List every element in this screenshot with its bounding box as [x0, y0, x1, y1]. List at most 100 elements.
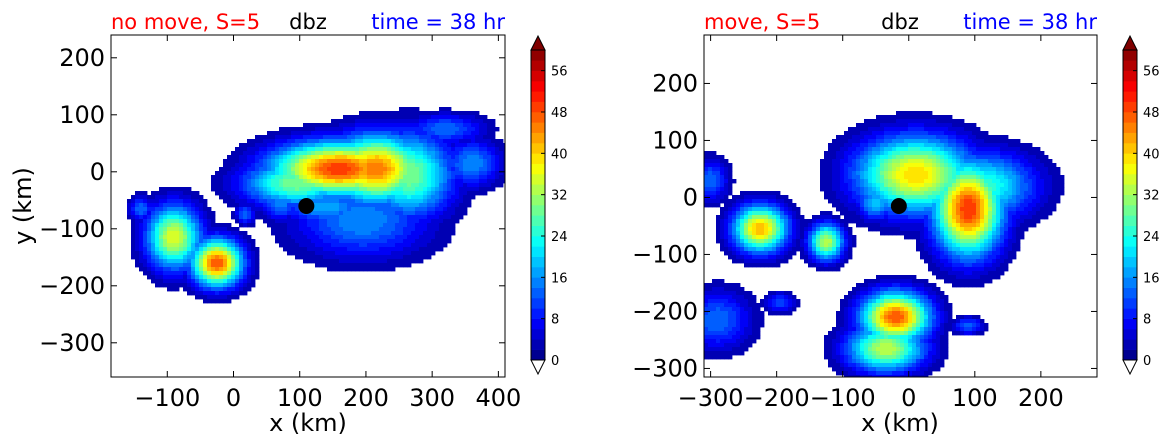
field-cell	[964, 127, 969, 132]
field-cell	[267, 131, 272, 136]
field-cell	[195, 227, 200, 232]
field-cell	[299, 235, 304, 240]
field-cell	[459, 163, 464, 168]
field-cell	[900, 179, 905, 184]
field-cell	[928, 239, 933, 244]
field-cell	[427, 183, 432, 188]
field-cell	[191, 263, 196, 268]
field-cell	[127, 199, 132, 204]
field-cell	[976, 195, 981, 200]
field-cell	[896, 131, 901, 136]
field-cell	[455, 115, 460, 120]
field-cell	[419, 195, 424, 200]
field-cell	[471, 115, 476, 120]
field-cell	[447, 127, 452, 132]
field-cell	[916, 215, 921, 220]
field-cell	[1028, 191, 1033, 196]
field-cell	[191, 195, 196, 200]
field-cell	[804, 239, 809, 244]
field-cell	[439, 127, 444, 132]
field-cell	[860, 179, 865, 184]
field-cell	[319, 143, 324, 148]
field-cell	[351, 239, 356, 244]
field-cell	[828, 175, 833, 180]
field-cell	[936, 127, 941, 132]
field-cell	[411, 231, 416, 236]
field-cell	[868, 183, 873, 188]
field-cell	[1000, 239, 1005, 244]
field-cell	[399, 227, 404, 232]
field-cell	[307, 171, 312, 176]
field-cell	[151, 223, 156, 228]
field-cell	[391, 183, 396, 188]
field-cell	[1008, 239, 1013, 244]
field-cell	[399, 191, 404, 196]
field-cell	[708, 203, 713, 208]
field-cell	[964, 171, 969, 176]
field-cell	[291, 207, 296, 212]
field-cell	[403, 159, 408, 164]
field-cell	[183, 247, 188, 252]
field-cell	[932, 179, 937, 184]
field-cell	[784, 231, 789, 236]
field-cell	[175, 223, 180, 228]
field-cell	[1032, 187, 1037, 192]
field-cell	[916, 119, 921, 124]
field-cell	[1008, 167, 1013, 172]
field-cell	[443, 227, 448, 232]
field-cell	[319, 243, 324, 248]
field-cell	[752, 231, 757, 236]
field-cell	[716, 227, 721, 232]
field-cell	[960, 199, 965, 204]
field-cell	[359, 251, 364, 256]
field-cell	[1004, 147, 1009, 152]
field-cell	[956, 159, 961, 164]
field-cell	[948, 187, 953, 192]
field-cell	[315, 127, 320, 132]
field-cell	[319, 199, 324, 204]
field-cell	[904, 127, 909, 132]
field-cell	[343, 115, 348, 120]
field-cell	[175, 267, 180, 272]
field-cell	[291, 195, 296, 200]
field-cell	[199, 259, 204, 264]
field-cell	[960, 163, 965, 168]
field-cell	[800, 223, 805, 228]
field-cell	[920, 163, 925, 168]
field-cell	[383, 115, 388, 120]
field-cell	[443, 215, 448, 220]
field-cell	[383, 235, 388, 240]
field-cell	[255, 211, 260, 216]
field-cell	[239, 219, 244, 224]
field-cell	[756, 235, 761, 240]
field-cell	[203, 279, 208, 284]
field-cell	[776, 211, 781, 216]
field-cell	[936, 119, 941, 124]
field-cell	[311, 175, 316, 180]
field-cell	[427, 167, 432, 172]
field-cell	[303, 247, 308, 252]
field-cell	[255, 155, 260, 160]
field-cell	[880, 203, 885, 208]
field-cell	[339, 123, 344, 128]
field-cell	[844, 243, 849, 248]
field-cell	[251, 191, 256, 196]
field-cell	[868, 187, 873, 192]
field-cell	[744, 203, 749, 208]
field-cell	[904, 223, 909, 228]
field-cell	[828, 143, 833, 148]
field-cell	[992, 139, 997, 144]
field-cell	[960, 203, 965, 208]
colorbar-segment	[531, 143, 545, 154]
field-cell	[984, 195, 989, 200]
field-cell	[876, 207, 881, 212]
field-cell	[479, 163, 484, 168]
field-cell	[423, 127, 428, 132]
field-cell	[311, 123, 316, 128]
field-cell	[896, 139, 901, 144]
field-cell	[1004, 187, 1009, 192]
field-cell	[427, 155, 432, 160]
field-cell	[1028, 195, 1033, 200]
field-cell	[275, 199, 280, 204]
field-cell	[391, 207, 396, 212]
